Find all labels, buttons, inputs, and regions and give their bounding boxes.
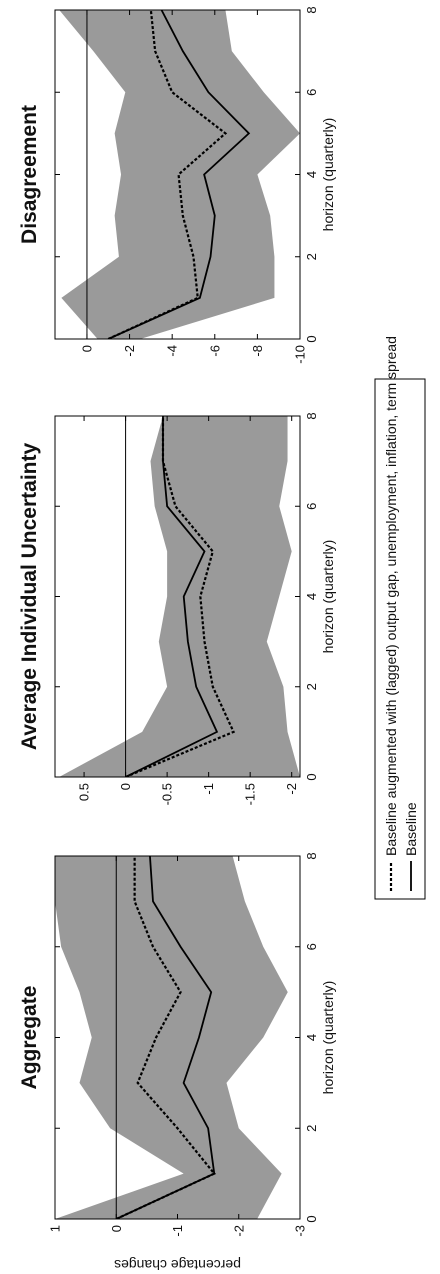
y-tick-label: -1 bbox=[201, 783, 216, 795]
y-tick-label: -2 bbox=[122, 345, 137, 357]
y-tick-label: 0 bbox=[118, 783, 133, 790]
x-tick-label: 6 bbox=[304, 89, 319, 96]
series-line-baseline bbox=[125, 416, 219, 777]
series-line-augmented bbox=[115, 856, 216, 1219]
x-tick-label: 4 bbox=[304, 171, 319, 178]
y-tick-label: 0 bbox=[109, 1225, 124, 1232]
chart-title: Average Individual Uncertainty bbox=[18, 443, 41, 751]
x-tick-label: 2 bbox=[304, 253, 319, 260]
plot-area bbox=[59, 416, 300, 777]
x-tick-label: 6 bbox=[304, 503, 319, 510]
chart-panel-3: 0 2 4 6 8 0 -2 -4 -6 -8 -10 horizon (quarterly) Disa… bbox=[18, 6, 336, 363]
confidence-band bbox=[59, 416, 300, 777]
x-axis-label: horizon (quarterly) bbox=[320, 981, 336, 1095]
y-tick-label: -3 bbox=[293, 1225, 308, 1237]
chart-title: Disagreement bbox=[18, 105, 41, 244]
legend-box bbox=[374, 378, 426, 900]
y-tick-label: -2 bbox=[231, 1225, 246, 1237]
x-tick-label: 4 bbox=[304, 1034, 319, 1041]
x-tick-label: 8 bbox=[304, 852, 319, 859]
y-tick-label: 0.5 bbox=[77, 783, 92, 801]
y-tick-label: -0.5 bbox=[160, 783, 175, 805]
y-tick-label: -2 bbox=[284, 783, 299, 795]
plot-area bbox=[59, 10, 300, 339]
legend-label-augmented: Baseline augmented with (lagged) output … bbox=[383, 336, 399, 856]
confidence-band bbox=[59, 10, 300, 339]
x-axis-label: horizon (quarterly) bbox=[320, 540, 336, 654]
x-tick-label: 0 bbox=[304, 335, 319, 342]
y-tick-label: -1 bbox=[170, 1225, 185, 1237]
y-axis-label: percentage changes bbox=[114, 1257, 241, 1273]
series-line-augmented bbox=[107, 10, 228, 339]
series-line-baseline bbox=[107, 10, 251, 339]
series-line-augmented bbox=[125, 416, 236, 777]
chart-title: Aggregate bbox=[18, 986, 41, 1090]
x-tick-label: 6 bbox=[304, 943, 319, 950]
y-tick-label: 0 bbox=[79, 345, 94, 352]
confidence-band bbox=[55, 856, 288, 1219]
plot-area bbox=[55, 856, 288, 1219]
chart-panel-2: 0 2 4 6 8 0.5 0 -0.5 -1 -1.5 -2 horizon (quarterly)… bbox=[18, 412, 336, 805]
x-tick-label: 0 bbox=[304, 773, 319, 780]
y-tick-label: -1.5 bbox=[243, 783, 258, 805]
x-tick-label: 8 bbox=[304, 412, 319, 419]
legend: Baseline augmented with (lagged) output … bbox=[374, 336, 426, 900]
legend-label-baseline: Baseline bbox=[403, 802, 419, 856]
series-line-baseline bbox=[115, 856, 216, 1219]
y-tick-label: -4 bbox=[165, 345, 180, 357]
x-tick-label: 0 bbox=[304, 1215, 319, 1222]
x-tick-label: 2 bbox=[304, 1125, 319, 1132]
x-axis-label: horizon (quarterly) bbox=[320, 118, 336, 232]
y-tick-label: -6 bbox=[207, 345, 222, 357]
x-tick-label: 8 bbox=[304, 6, 319, 13]
y-tick-label: -10 bbox=[293, 345, 308, 364]
x-tick-label: 2 bbox=[304, 683, 319, 690]
x-tick-label: 4 bbox=[304, 593, 319, 600]
y-tick-label: 1 bbox=[48, 1225, 63, 1232]
y-tick-label: -8 bbox=[250, 345, 265, 357]
